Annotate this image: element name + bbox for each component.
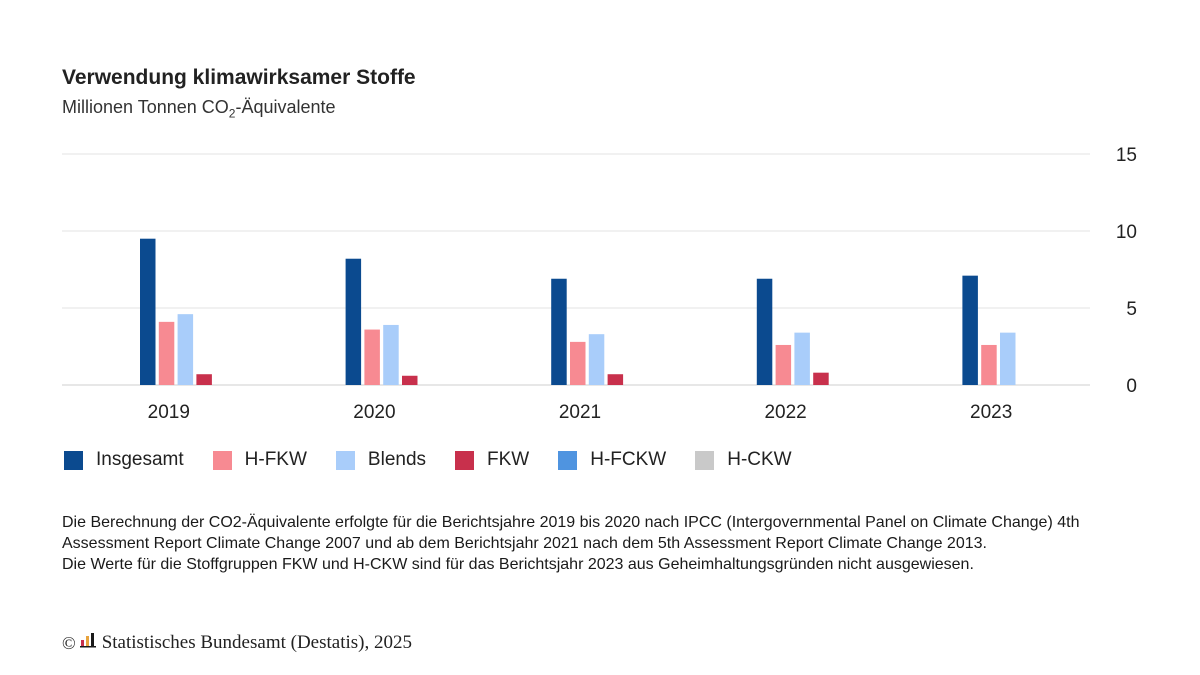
y-tick-label: 5: [1126, 299, 1137, 320]
bar-insgesamt-2022: [756, 278, 773, 385]
legend-label: H-FKW: [244, 449, 307, 470]
legend-item[interactable]: H-FCKW: [558, 449, 666, 471]
bar-insgesamt-2021: [551, 278, 567, 385]
bar-insgesamt-2019: [140, 238, 156, 385]
chart-title: Verwendung klimawirksamer Stoffe: [62, 66, 416, 89]
subtitle-unit: Millionen Tonnen CO: [62, 97, 229, 117]
note-confidentiality: Die Werte für die Stoffgruppen FKW und H…: [62, 556, 974, 573]
bar-blends-2020: [383, 324, 399, 385]
x-tick-label: 2023: [970, 402, 1012, 423]
bar-fkw-2022: [813, 372, 829, 385]
bar-fkw-2020: [402, 375, 418, 385]
copyright-symbol: ©: [62, 632, 76, 653]
x-tick-label: 2021: [559, 402, 601, 423]
bar-h-fkw-2023: [981, 344, 997, 385]
subtitle-suffix: -Äquivalente: [235, 97, 336, 117]
legend-swatch: [695, 450, 715, 470]
bar-fkw-2019: [196, 374, 212, 385]
legend-item[interactable]: Insgesamt: [64, 449, 184, 471]
legend-swatch: [212, 450, 232, 470]
bar-fkw-2021: [607, 374, 624, 385]
bar-h-fkw-2022: [775, 344, 792, 385]
bar-h-fkw-2020: [364, 329, 380, 385]
bar-blends-2023: [1000, 332, 1016, 385]
credit-text: Statistisches Bundesamt (Destatis), 2025: [101, 632, 412, 653]
bar-blends-2021: [588, 334, 605, 385]
legend-swatch: [64, 450, 83, 470]
y-tick-label: 15: [1116, 145, 1137, 166]
legend-swatch: [558, 450, 578, 470]
subtitle-subscript: 2: [228, 106, 236, 121]
legend-label: Insgesamt: [96, 449, 184, 470]
x-tick-label: 2019: [148, 402, 190, 423]
x-tick-label: 2020: [353, 402, 395, 423]
legend-label: H-CKW: [727, 449, 792, 470]
chart-legend: Insgesamt H-FKW Blends FKW H-FCKW H-CKW: [64, 449, 821, 471]
legend-item[interactable]: Blends: [335, 449, 427, 471]
destatis-logo-icon: [79, 632, 96, 654]
legend-swatch: [455, 450, 475, 470]
legend-item[interactable]: FKW: [455, 449, 529, 471]
bar-h-fkw-2021: [570, 341, 586, 385]
chart-notes: Die Berechnung der CO2-Äquivalente erfol…: [62, 512, 1142, 575]
source-credit: © Statistisches Bundesamt (Destatis), 20…: [62, 632, 412, 654]
bar-blends-2022: [794, 332, 810, 385]
legend-item[interactable]: H-CKW: [695, 449, 792, 471]
bar-insgesamt-2023: [962, 275, 978, 385]
bar-h-fkw-2019: [158, 321, 175, 385]
bar-insgesamt-2020: [345, 258, 362, 385]
bar-blends-2019: [177, 314, 194, 385]
legend-label: Blends: [367, 449, 427, 470]
chart-subtitle: Millionen Tonnen CO2-Äquivalente: [62, 97, 336, 121]
legend-label: H-FCKW: [590, 449, 667, 470]
bar-chart: 0 5 10 15 2019 2020 2021 2022 2023: [62, 145, 1137, 423]
x-tick-label: 2022: [764, 402, 806, 423]
note-calculation: Die Berechnung der CO2-Äquivalente erfol…: [62, 514, 1080, 552]
legend-swatch: [335, 450, 355, 470]
y-tick-label: 0: [1126, 376, 1137, 397]
y-tick-label: 10: [1116, 222, 1137, 243]
legend-item[interactable]: H-FKW: [212, 449, 307, 471]
legend-label: FKW: [487, 449, 530, 470]
